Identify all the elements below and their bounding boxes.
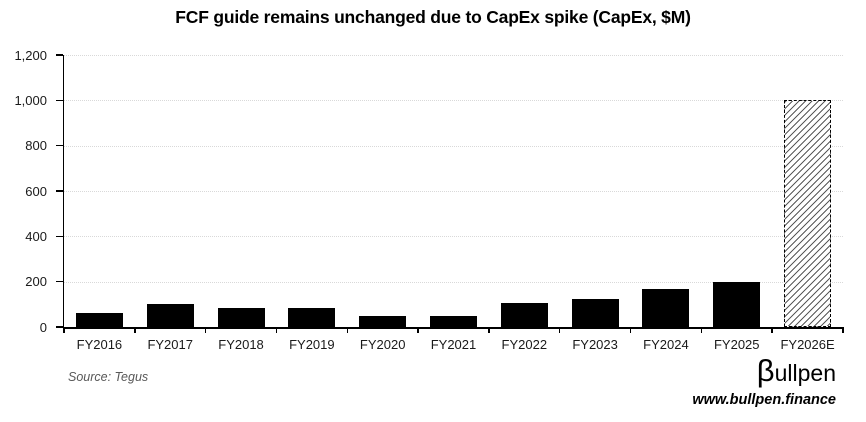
x-tick-mark	[346, 327, 349, 333]
x-tick-label-FY2020: FY2020	[359, 337, 406, 352]
bar-FY2017	[146, 304, 194, 327]
y-tick-label-0: 0	[39, 319, 47, 335]
gridline-600	[64, 191, 843, 192]
x-tick-mark	[488, 327, 490, 333]
bar-FY2020	[359, 316, 407, 327]
bar-FY2016	[75, 312, 123, 327]
x-tick-label-FY2023: FY2023	[572, 337, 618, 352]
y-tick-mark	[55, 190, 63, 192]
y-tick-label-400: 400	[25, 228, 47, 244]
x-tick-mark	[771, 327, 773, 333]
bar-FY2026E	[784, 100, 832, 327]
y-tick-label-600: 600	[25, 183, 47, 199]
x-tick-label-FY2021: FY2021	[430, 337, 477, 352]
y-tick-label-200: 200	[25, 274, 47, 290]
y-tick-mark	[55, 54, 63, 56]
x-tick-mark	[63, 327, 65, 333]
y-tick-mark	[55, 144, 63, 147]
gridline-1200	[64, 55, 843, 56]
plot-area	[62, 55, 843, 329]
x-axis-line	[62, 327, 843, 329]
y-tick-mark	[55, 99, 63, 102]
y-tick-label-1000: 1,000	[14, 92, 47, 108]
x-tick-mark	[629, 327, 632, 333]
x-tick-mark	[558, 327, 561, 333]
bar-FY2023	[571, 298, 619, 327]
y-tick-mark	[55, 235, 63, 238]
bar-FY2018	[217, 308, 265, 327]
bullpen-url: www.bullpen.finance	[692, 392, 836, 408]
x-tick-label-FY2022: FY2022	[501, 337, 548, 352]
y-tick-mark	[55, 280, 63, 283]
bar-FY2025	[713, 281, 761, 327]
bullpen-logo: βullpen	[757, 353, 836, 389]
x-tick-label-FY2017: FY2017	[147, 337, 193, 352]
x-tick-label-FY2025: FY2025	[713, 337, 760, 352]
x-tick-label-FY2019: FY2019	[289, 337, 335, 352]
source-note: Source: Tegus	[68, 370, 149, 384]
x-tick-label-FY2026E: FY2026E	[780, 337, 835, 352]
x-tick-label-FY2024: FY2024	[643, 337, 689, 352]
y-tick-label-800: 800	[25, 138, 47, 154]
gridline-400	[64, 236, 843, 238]
bar-FY2019	[288, 308, 336, 327]
logo-beta-glyph: β	[756, 353, 775, 388]
chart-title: FCF guide remains unchanged due to CapEx…	[175, 7, 691, 27]
gridline-1000	[64, 100, 843, 102]
x-tick-label-FY2018: FY2018	[218, 337, 264, 352]
logo-wordmark: ullpen	[774, 360, 836, 386]
x-tick-label-FY2016: FY2016	[76, 337, 123, 352]
x-tick-mark	[275, 327, 278, 333]
y-tick-mark	[55, 326, 63, 328]
bar-FY2021	[430, 316, 477, 327]
x-tick-mark	[700, 327, 703, 333]
gridline-200	[64, 281, 843, 283]
x-tick-mark	[134, 327, 136, 333]
bar-FY2022	[500, 302, 548, 327]
x-tick-mark	[204, 327, 207, 333]
x-tick-mark	[417, 327, 419, 333]
x-tick-mark	[842, 327, 844, 333]
y-tick-label-1200: 1,200	[14, 47, 47, 63]
bar-FY2024	[642, 288, 690, 327]
gridline-800	[64, 145, 843, 147]
y-axis-line	[62, 55, 64, 327]
